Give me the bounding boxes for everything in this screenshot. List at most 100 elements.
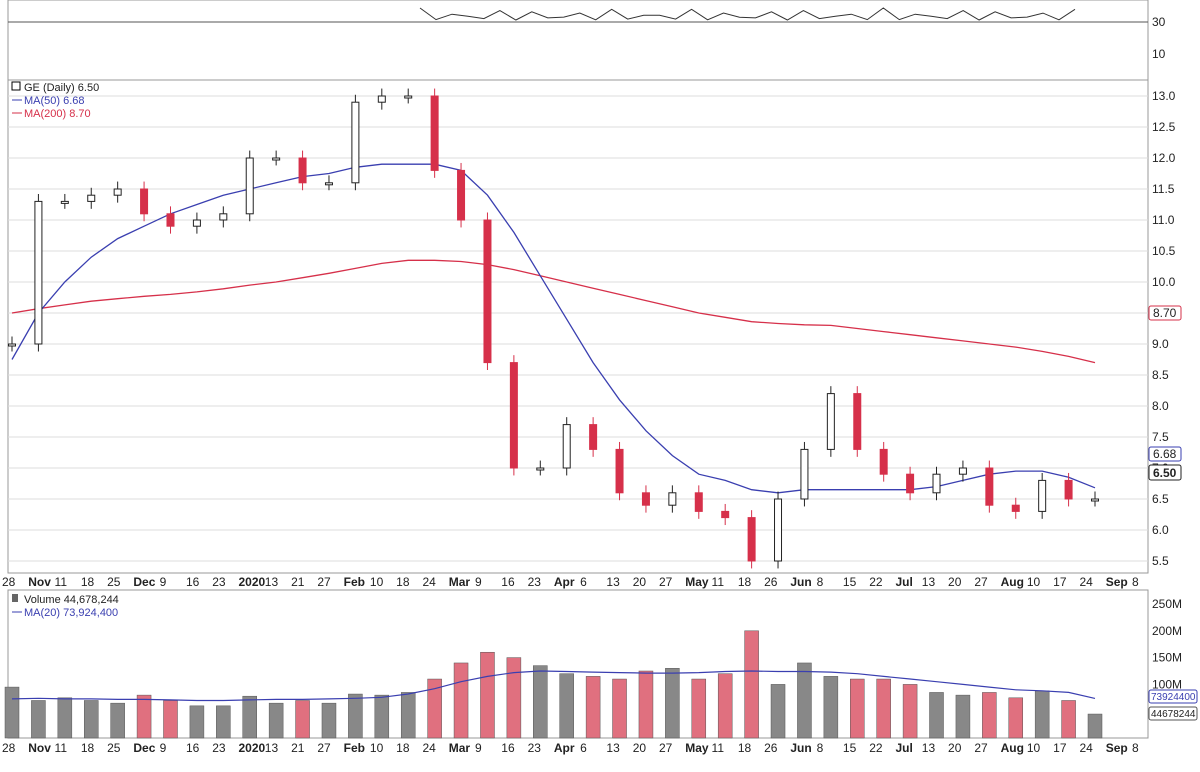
x-tick-label: 20 <box>633 741 647 755</box>
volume-bar <box>242 695 257 739</box>
chart-icon <box>11 81 21 91</box>
x-tick-label: 10 <box>370 575 384 589</box>
volume-bar <box>31 700 46 739</box>
x-tick-label: 11 <box>55 741 68 755</box>
x-tick-label: 24 <box>1079 575 1093 589</box>
x-tick-label: 11 <box>712 575 725 589</box>
x-tick-label: 9 <box>160 575 167 589</box>
x-axis-price: 28 Nov 11 18 25 Dec 9 16 23 2020 13 21 27 Feb 10 18 24 Ma… <box>2 575 1139 589</box>
x-tick-label: 18 <box>738 741 752 755</box>
price-grid <box>8 95 1148 562</box>
volume-bar <box>189 705 205 739</box>
vol-ma20-badge-box <box>1148 689 1198 704</box>
volume-bar <box>216 705 231 739</box>
x-tick-label: Apr <box>554 741 575 755</box>
vol-ma20-badge-text: 73924400 <box>1151 692 1196 703</box>
x-tick-label: 22 <box>869 575 883 589</box>
volume-bar <box>110 702 125 739</box>
volume-bar <box>638 670 654 739</box>
x-tick-label: 27 <box>317 575 331 589</box>
volume-legend: Volume 44,678,244 MA(20) 73,924,400 <box>12 594 119 619</box>
price-tick-label: 8.5 <box>1152 368 1169 382</box>
x-tick-label: 18 <box>396 741 410 755</box>
price-legend: GE (Daily) 6.50 MA(50) 6.68 MA(200) 8.70 <box>11 81 99 120</box>
x-tick-label: 24 <box>422 575 436 589</box>
volume-panel: 250M 200M 150M 100M Volume 44,678,244 MA(20… <box>4 589 1198 739</box>
x-tick-label: 13 <box>922 575 936 589</box>
x-tick-label: Dec <box>133 741 155 755</box>
x-tick-label: 10 <box>370 741 384 755</box>
candle <box>958 467 967 475</box>
x-tick-label: May <box>685 741 709 755</box>
x-tick-label: 8 <box>817 741 824 755</box>
x-tick-label: 10 <box>1027 575 1041 589</box>
x-tick-label: 6 <box>580 741 587 755</box>
volume-bar <box>400 692 416 739</box>
x-tick-label: 13 <box>922 741 936 755</box>
candle <box>641 492 650 506</box>
candle <box>298 157 307 184</box>
x-tick-label: 20 <box>633 575 647 589</box>
legend-volume: Volume 44,678,244 <box>24 594 119 606</box>
x-tick-label: 23 <box>528 575 542 589</box>
x-tick-label: 23 <box>212 741 226 755</box>
volume-bar <box>585 676 601 739</box>
candle <box>668 492 677 506</box>
volume-bar <box>163 700 178 739</box>
last-price-badge-box <box>1148 464 1182 481</box>
x-tick-label: 16 <box>501 575 515 589</box>
ma200-badge: 8.70 <box>1148 305 1182 321</box>
ma200-badge-text: 8.70 <box>1153 306 1177 320</box>
x-tick-label: 26 <box>764 741 778 755</box>
x-tick-label: 20 <box>948 575 962 589</box>
candle <box>60 200 69 204</box>
x-tick-label: 16 <box>501 741 515 755</box>
x-tick-label: Aug <box>1001 575 1024 589</box>
candle <box>721 510 730 519</box>
volume-bar <box>136 694 152 739</box>
x-tick-label: 11 <box>55 575 68 589</box>
candle <box>589 424 598 450</box>
ma50-badge-box <box>1148 446 1182 462</box>
candle <box>483 219 492 364</box>
candle <box>615 448 624 494</box>
candle <box>8 343 16 347</box>
candle <box>747 517 756 562</box>
candle <box>800 448 809 500</box>
volume-bar <box>268 702 284 739</box>
x-tick-label: 27 <box>317 741 331 755</box>
volume-bars <box>4 630 1103 739</box>
volume-bar <box>427 678 442 739</box>
rsi-line <box>419 7 1076 21</box>
volume-bar <box>850 678 865 739</box>
x-tick-label: 28 <box>2 575 16 589</box>
candle <box>932 473 941 494</box>
volume-bar <box>295 700 310 739</box>
ma50-badge: 6.68 <box>1148 446 1182 462</box>
x-tick-label: 15 <box>843 741 857 755</box>
candle <box>272 157 281 161</box>
x-tick-label: 17 <box>1053 741 1067 755</box>
x-tick-label: 17 <box>1053 575 1067 589</box>
candle <box>166 213 175 227</box>
volume-bar <box>374 694 390 739</box>
candle <box>774 498 783 562</box>
x-tick-label: 23 <box>212 575 226 589</box>
x-tick-label: May <box>685 575 709 589</box>
vol-last-badge-box <box>1148 706 1198 721</box>
x-tick-label: 15 <box>843 575 857 589</box>
x-tick-label: Apr <box>554 575 575 589</box>
price-tick-label: 11.0 <box>1152 213 1175 227</box>
x-tick-label: 13 <box>606 741 620 755</box>
volume-frame <box>7 589 1149 739</box>
x-tick-label: Mar <box>449 741 471 755</box>
volume-tick-label: 100M <box>1152 677 1182 691</box>
x-tick-label: 16 <box>186 741 200 755</box>
ma200-badge-box <box>1148 305 1182 321</box>
x-tick-label: 27 <box>659 575 673 589</box>
volume-bar <box>480 651 495 739</box>
x-tick-label: 8 <box>1132 741 1139 755</box>
x-tick-label: Sep <box>1106 575 1128 589</box>
price-tick-label: 7.5 <box>1152 430 1169 444</box>
x-axis-volume: 28 Nov 11 18 25 Dec 9 16 23 2020 13 21 27 Feb 10 18 24 Ma… <box>2 741 1139 755</box>
